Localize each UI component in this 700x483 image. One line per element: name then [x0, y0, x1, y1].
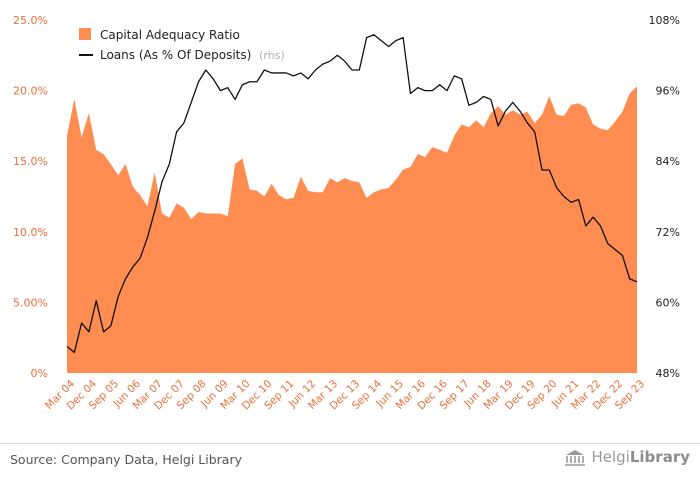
loans-line-layer [66, 34, 638, 354]
footer-divider [0, 443, 700, 444]
source-note: Source: Company Data, Helgi Library [10, 452, 243, 467]
y-left-tick-label: 20.0% [13, 85, 48, 98]
y-axis-right: 48% 60% 72% 84% 96% 108% [649, 14, 680, 380]
capital-adequacy-area-layer [67, 86, 637, 374]
y-left-tick-label: 25.0% [13, 14, 48, 27]
y-right-tick-label: 108% [649, 14, 680, 27]
y-right-tick-label: 60% [656, 296, 680, 309]
legend-label-loans: Loans (As % Of Deposits) (rhs) [100, 48, 285, 62]
helgi-library-logo: HelgiLibrary [564, 448, 690, 466]
brand-text-bold: Library [629, 448, 690, 466]
y-axis-left: 0% 5.00% 10.0% 15.0% 20.0% 25.0% [13, 14, 48, 380]
legend: Capital Adequacy Ratio Loans (As % Of De… [79, 28, 285, 62]
brand-text: HelgiLibrary [591, 448, 690, 466]
y-right-tick-label: 96% [656, 85, 680, 98]
y-left-tick-label: 15.0% [13, 155, 48, 168]
legend-label-loans-text: Loans (As % Of Deposits) [100, 48, 251, 62]
chart-canvas: 0% 5.00% 10.0% 15.0% 20.0% 25.0% 48% 60% 72% 84%… [13, 14, 680, 413]
legend-label-capital-adequacy: Capital Adequacy Ratio [100, 28, 240, 42]
loans-line [66, 34, 638, 354]
legend-label-loans-rhs: (rhs) [259, 49, 285, 62]
y-right-tick-label: 84% [656, 155, 680, 168]
brand-text-regular: Helgi [591, 448, 630, 466]
legend-swatch-capital-adequacy [79, 28, 91, 40]
capital-adequacy-area [67, 86, 637, 374]
y-right-tick-label: 48% [656, 367, 680, 380]
y-left-tick-label: 10.0% [13, 226, 48, 239]
y-left-tick-label: 5.00% [13, 296, 48, 309]
library-building-icon [565, 450, 586, 466]
y-right-tick-label: 72% [656, 226, 680, 239]
y-left-tick-label: 0% [31, 367, 48, 380]
